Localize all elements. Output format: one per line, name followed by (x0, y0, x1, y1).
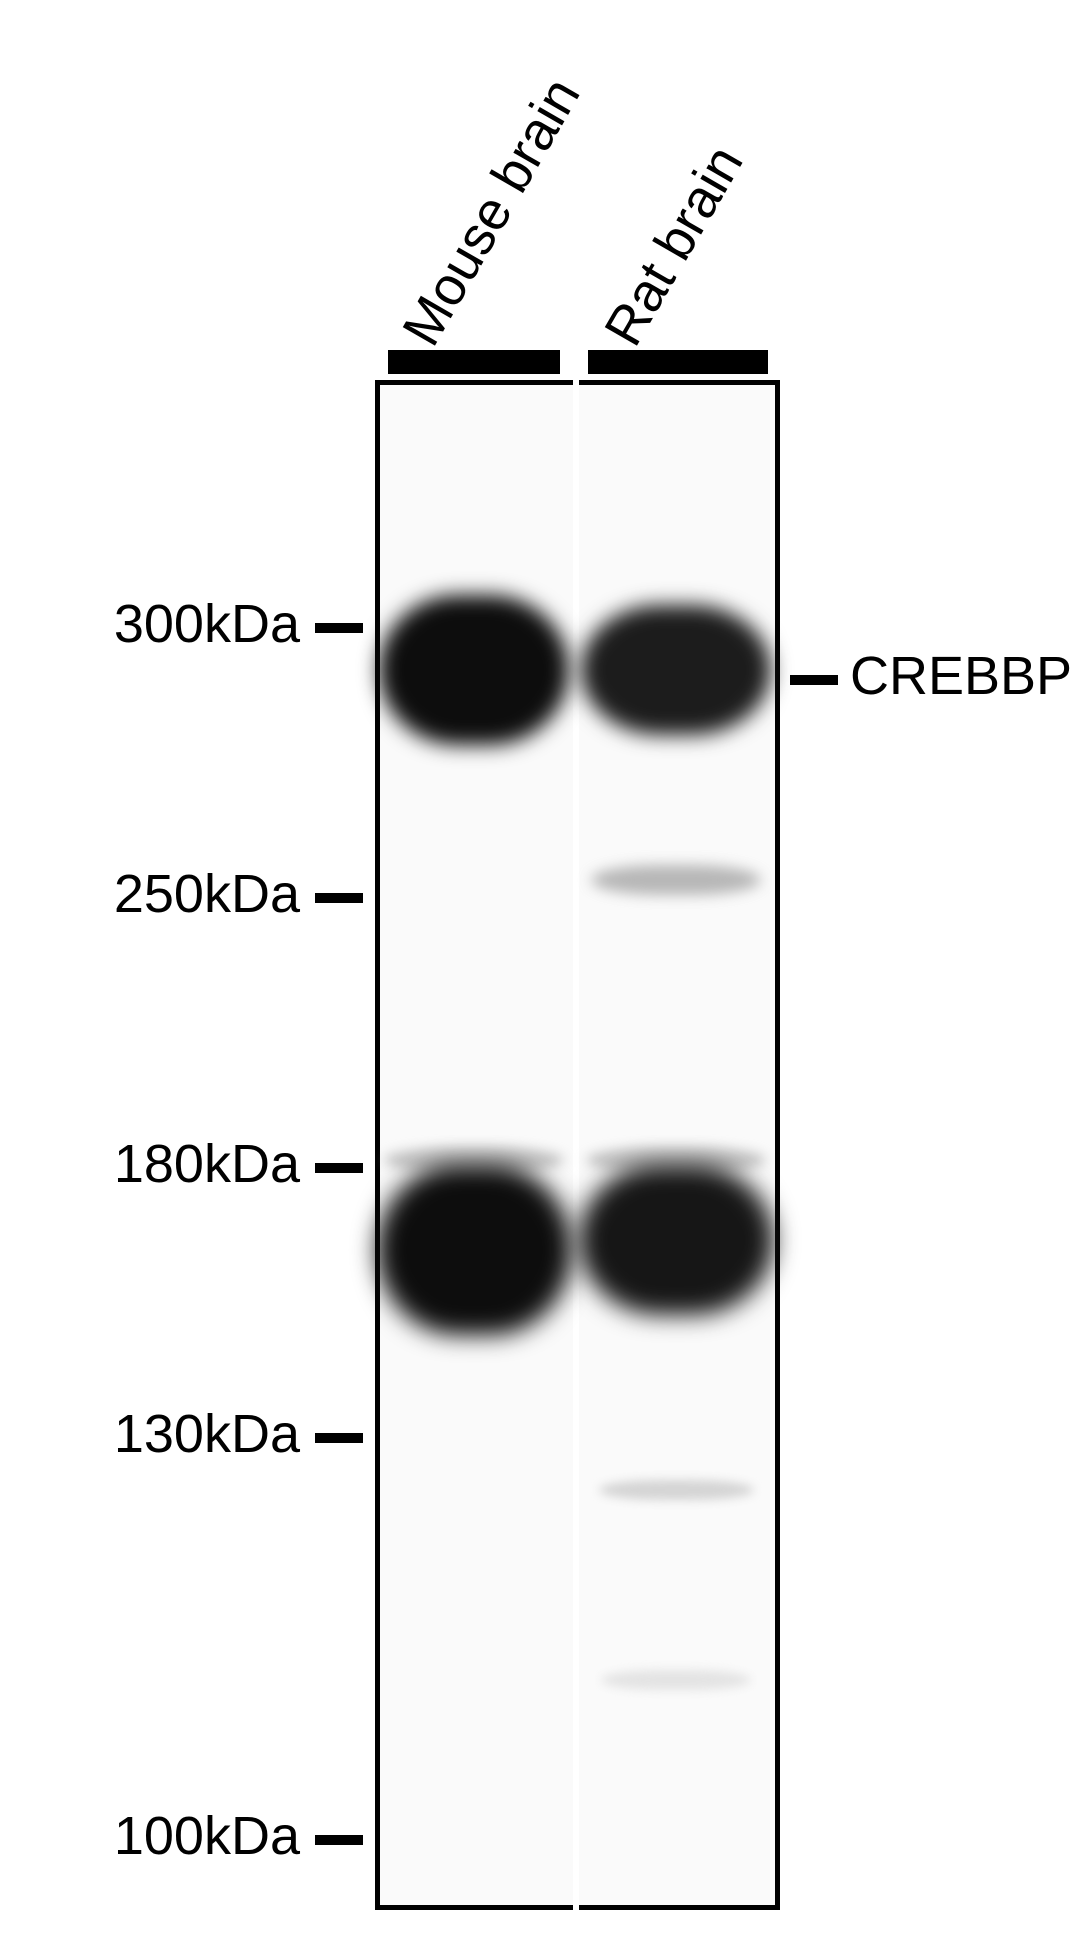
lane-label: Rat brain (592, 135, 755, 356)
blot-band (581, 605, 771, 735)
blot-band (601, 1670, 751, 1690)
mw-tick (315, 893, 363, 903)
mw-tick (315, 623, 363, 633)
mw-label: 180kDa (114, 1133, 300, 1195)
mw-tick (315, 1433, 363, 1443)
mw-tick (315, 1835, 363, 1845)
mw-tick (315, 1163, 363, 1173)
western-blot-figure: Mouse brainRat brain 300kDa 250kDa 180kDa 13… (0, 0, 1080, 1959)
lane-header-bar (588, 350, 768, 374)
mw-label: 130kDa (114, 1403, 300, 1465)
lane-header-bar (388, 350, 560, 374)
lane-label: Mouse brain (390, 68, 592, 356)
protein-label-tick (790, 675, 838, 685)
blot-band (579, 1165, 774, 1315)
protein-label: CREBBP (850, 645, 1072, 707)
blot-band (599, 1480, 754, 1500)
blot-band (379, 595, 569, 745)
lane-divider (573, 380, 579, 1910)
mw-label: 250kDa (114, 863, 300, 925)
blot-band (377, 1165, 572, 1335)
mw-label: 100kDa (114, 1805, 300, 1867)
blot-band (591, 865, 761, 895)
mw-label: 300kDa (114, 593, 300, 655)
